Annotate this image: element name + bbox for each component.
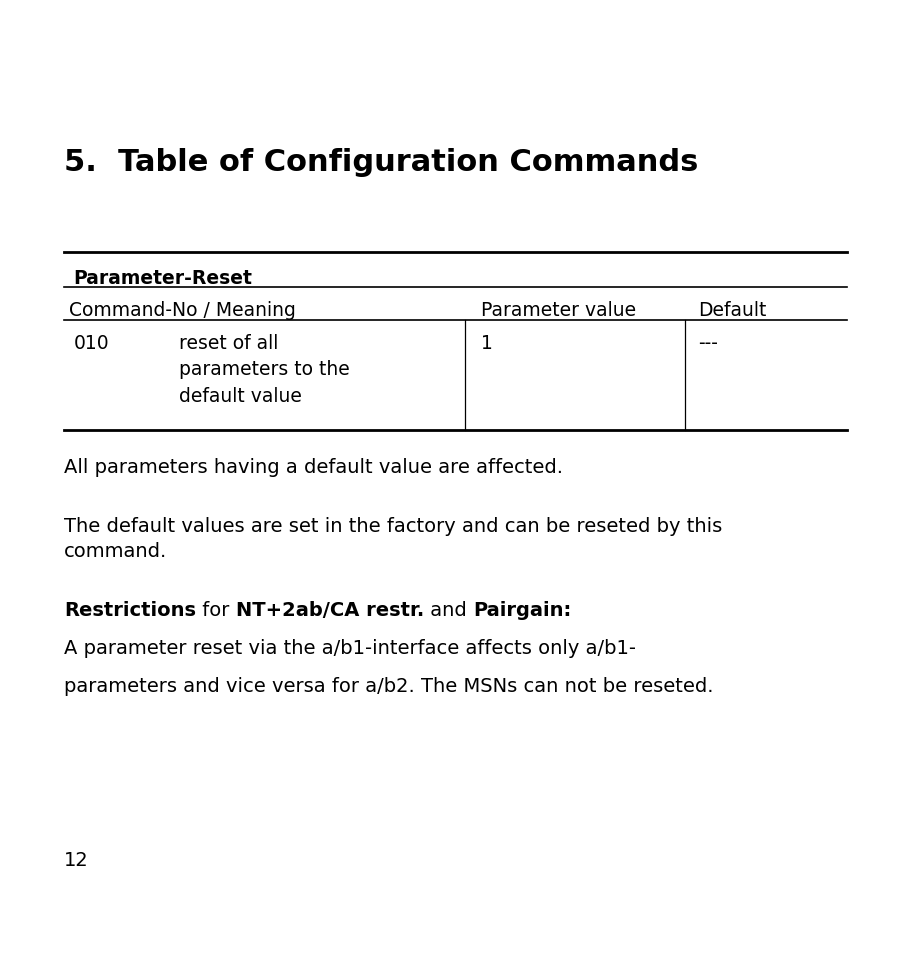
Text: 12: 12 [64,850,89,869]
Text: parameters and vice versa for a/b2. The MSNs can not be reseted.: parameters and vice versa for a/b2. The … [64,677,714,696]
Text: Default: Default [698,300,767,319]
Text: 1: 1 [481,334,493,353]
Text: All parameters having a default value are affected.: All parameters having a default value ar… [64,457,563,476]
Text: for: for [196,600,235,619]
Text: and: and [424,600,473,619]
Text: 010: 010 [73,334,109,353]
Text: The default values are set in the factory and can be reseted by this
command.: The default values are set in the factor… [64,517,723,560]
Text: Command-No / Meaning: Command-No / Meaning [69,300,296,319]
Text: 5.  Table of Configuration Commands: 5. Table of Configuration Commands [64,148,699,176]
Text: Parameter-Reset: Parameter-Reset [73,269,252,288]
Text: Parameter value: Parameter value [481,300,636,319]
Text: ---: --- [698,334,718,353]
Text: NT+2ab/CA restr.: NT+2ab/CA restr. [235,600,424,619]
Text: reset of all
parameters to the
default value: reset of all parameters to the default v… [179,334,349,405]
Text: Pairgain:: Pairgain: [473,600,572,619]
Text: Restrictions: Restrictions [64,600,196,619]
Text: A parameter reset via the a/b1-interface affects only a/b1-: A parameter reset via the a/b1-interface… [64,639,636,658]
